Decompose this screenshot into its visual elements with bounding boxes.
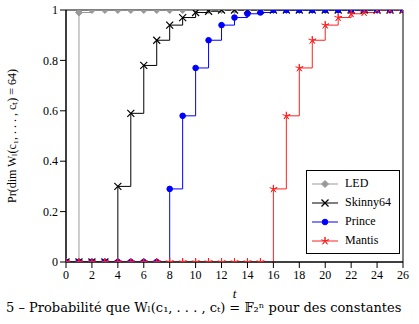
- svg-text:Pr(dim Wₗ(c₁, . . . , cₜ) = 64: Pr(dim Wₗ(c₁, . . . , cₜ) = 64): [8, 69, 19, 203]
- svg-text:16: 16: [267, 268, 279, 282]
- svg-text:t: t: [233, 286, 237, 298]
- html-text:5 – Probabilité que Wₗ(c₁, . .: 5 – Probabilité que Wₗ(c₁, . . . , cₜ) =…: [6, 300, 402, 315]
- svg-text:0: 0: [52, 255, 58, 269]
- html-text:Mantis: Mantis: [345, 233, 379, 247]
- svg-text:0.4: 0.4: [43, 154, 58, 168]
- svg-text:8: 8: [167, 268, 173, 282]
- svg-text:2: 2: [89, 268, 95, 282]
- html-text:LED: LED: [345, 176, 369, 190]
- svg-text:12: 12: [216, 268, 228, 282]
- svg-text:14: 14: [241, 268, 253, 282]
- svg-text:4: 4: [115, 268, 121, 282]
- svg-text:18: 18: [293, 268, 305, 282]
- svg-text:26: 26: [397, 268, 409, 282]
- svg-text:24: 24: [371, 268, 383, 282]
- html-text:Prince: Prince: [345, 214, 376, 228]
- svg-text:0: 0: [63, 268, 69, 282]
- svg-text:10: 10: [190, 268, 202, 282]
- svg-text:22: 22: [345, 268, 357, 282]
- svg-text:20: 20: [319, 268, 331, 282]
- svg-text:6: 6: [141, 268, 147, 282]
- svg-text:0.6: 0.6: [43, 104, 58, 118]
- svg-text:0.2: 0.2: [43, 205, 58, 219]
- html-text:Skinny64: Skinny64: [345, 195, 391, 209]
- svg-text:0.8: 0.8: [43, 54, 58, 68]
- svg-text:1: 1: [52, 3, 58, 17]
